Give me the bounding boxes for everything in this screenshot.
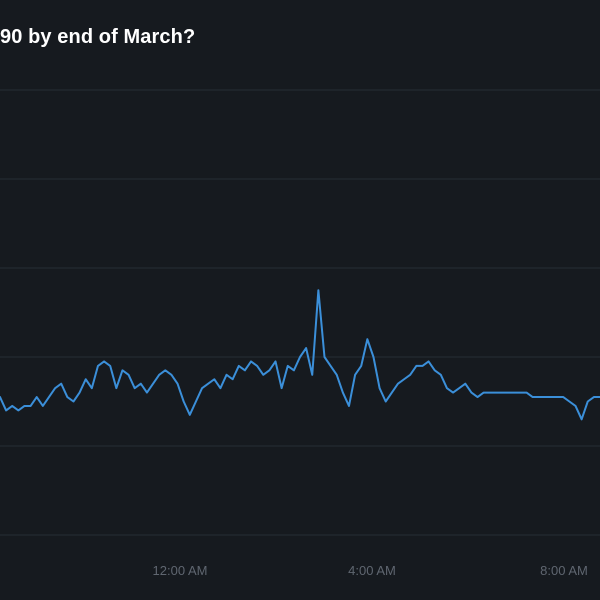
x-tick-label: 8:00 AM bbox=[540, 563, 588, 578]
x-tick-label: 12:00 AM bbox=[153, 563, 208, 578]
chart-title: 90 by end of March? bbox=[0, 26, 196, 48]
grid-lines bbox=[0, 89, 600, 536]
x-tick-label: 4:00 AM bbox=[348, 563, 396, 578]
series-layer bbox=[0, 289, 600, 421]
x-axis-ticks: PM12:00 AM4:00 AM8:00 AM bbox=[153, 563, 588, 578]
series-line bbox=[0, 289, 600, 421]
